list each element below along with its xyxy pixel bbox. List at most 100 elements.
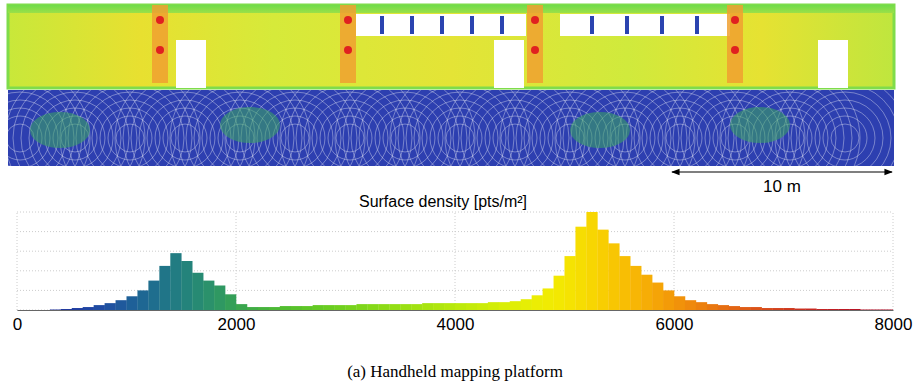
histogram-bar <box>214 286 225 311</box>
scan-arc <box>139 92 231 166</box>
histogram-bar <box>630 266 641 310</box>
histogram-bar <box>170 253 181 310</box>
x-grid-line <box>455 212 456 310</box>
x-axis-line <box>18 310 894 311</box>
scan-arc <box>29 92 121 166</box>
histogram-bar <box>28 310 39 311</box>
bolt <box>344 46 352 54</box>
x-tick: 8000 <box>875 310 913 334</box>
histogram-bar <box>575 227 586 310</box>
post <box>152 5 168 83</box>
histogram-bar <box>247 307 258 310</box>
histogram-bar <box>356 304 367 310</box>
point-cloud <box>0 5 915 208</box>
dense-patch <box>730 107 790 143</box>
histogram-bar <box>466 303 477 310</box>
floor-scan <box>8 90 894 166</box>
histogram-bar <box>729 306 740 310</box>
scan-arc <box>681 90 789 166</box>
slat <box>625 16 629 34</box>
grid <box>17 212 893 310</box>
bars <box>50 212 893 310</box>
histogram-bar <box>389 304 400 310</box>
histogram-bar <box>641 275 652 310</box>
opening <box>818 40 848 88</box>
histogram-bar <box>236 304 247 310</box>
histogram-bar <box>762 308 773 310</box>
histogram-bar <box>608 243 619 310</box>
opening <box>494 40 524 88</box>
x-tick-label: 2000 <box>218 315 256 334</box>
slat <box>410 16 414 34</box>
bolt <box>531 16 539 24</box>
histogram-bar <box>400 304 411 310</box>
scan-arc <box>634 92 726 166</box>
histogram-bar <box>816 309 827 310</box>
scan-arc <box>831 124 859 152</box>
histogram-bar <box>367 304 378 310</box>
post <box>527 5 543 83</box>
histogram-bar <box>181 261 192 310</box>
scan-arc <box>21 90 129 166</box>
histogram-bar <box>422 303 433 310</box>
histogram-bar <box>455 303 466 310</box>
histogram-bar <box>159 266 170 310</box>
scan-arc <box>84 92 176 166</box>
scan-arc <box>775 90 894 166</box>
scan-arc <box>807 100 883 166</box>
scan-arc <box>791 90 894 166</box>
histogram-bar <box>192 273 203 310</box>
dense-patch <box>220 107 280 143</box>
histogram-bar <box>94 305 105 310</box>
histogram-bar <box>411 304 422 310</box>
histogram-bar <box>586 212 597 310</box>
dense-patch <box>30 112 90 148</box>
histogram-bar <box>499 302 510 310</box>
histogram-bar <box>543 288 554 310</box>
histogram-bar <box>521 299 532 310</box>
histogram-bar <box>335 305 346 310</box>
histogram-bar <box>137 290 148 310</box>
histogram-bar <box>225 294 236 310</box>
x-tick-label: 4000 <box>437 315 475 334</box>
x-tick: 0 <box>13 310 22 334</box>
histogram-bar <box>61 309 72 310</box>
scan-arc <box>430 108 490 166</box>
y-grid-line <box>17 251 893 252</box>
histogram-bar <box>127 296 138 310</box>
histogram-bar <box>849 309 860 310</box>
scan-arc <box>351 90 459 166</box>
histogram-bar <box>882 309 893 310</box>
slat <box>695 16 699 34</box>
scale-bar <box>672 171 892 172</box>
scale-label: 10 m <box>763 177 801 196</box>
histogram-bar <box>773 308 784 310</box>
x-axis: 0 2000 4000 6000 8000 <box>13 310 913 334</box>
histogram-bar <box>203 281 214 310</box>
histogram-bar <box>258 307 269 310</box>
bolt <box>344 16 352 24</box>
opening <box>176 40 206 88</box>
scan-arc <box>500 90 640 166</box>
histogram-bar <box>378 304 389 310</box>
scan-arc <box>108 116 152 160</box>
histogram-bar <box>685 300 696 310</box>
histogram-bar <box>707 304 718 310</box>
scan-arc <box>406 90 514 166</box>
bolt <box>156 46 164 54</box>
histogram-bar <box>597 230 608 310</box>
bolt <box>156 16 164 24</box>
x-tick: 6000 <box>656 310 694 334</box>
slat <box>440 16 444 34</box>
histogram-bar <box>477 303 488 310</box>
histogram-bar <box>116 300 127 310</box>
histogram-bar <box>827 309 838 310</box>
scan-arc <box>665 90 805 166</box>
wall-top <box>8 5 894 13</box>
histogram-bar <box>280 306 291 310</box>
post <box>340 5 356 83</box>
scan-arc <box>186 90 294 166</box>
x-grid-line <box>17 212 18 310</box>
scan-arc <box>304 92 396 166</box>
scan-arc <box>485 108 545 166</box>
